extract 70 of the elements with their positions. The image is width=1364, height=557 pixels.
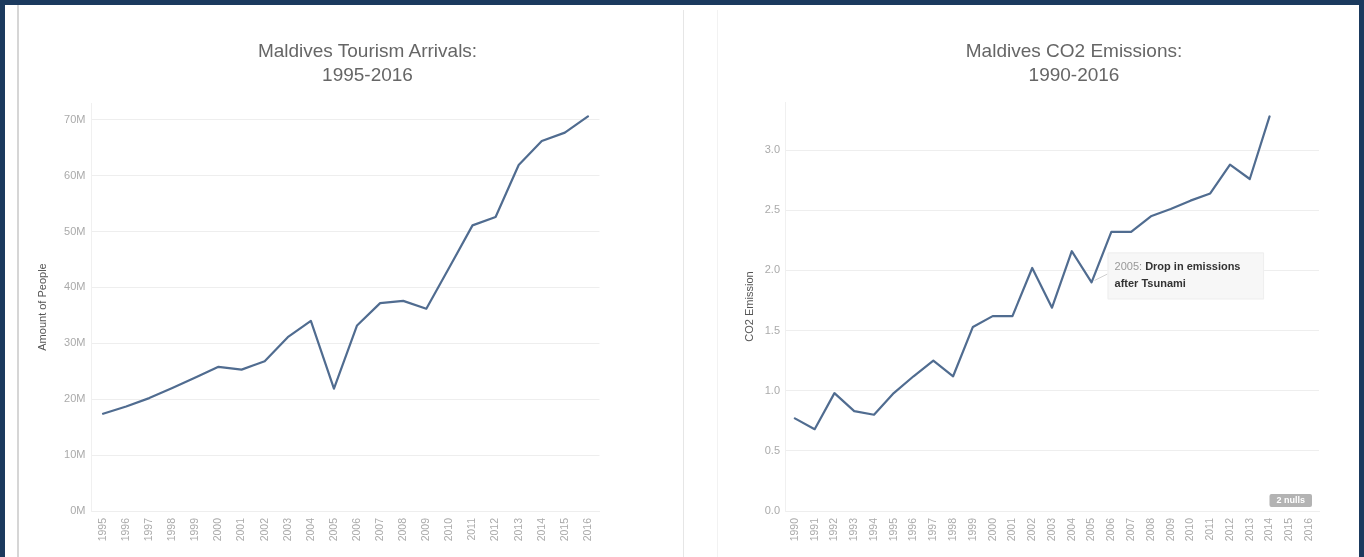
x-tick-label: 1997 xyxy=(926,517,939,542)
y-tick-label: 30M xyxy=(64,336,86,349)
x-tick-label: 2015 xyxy=(557,517,570,542)
x-tick-label: 2010 xyxy=(442,517,455,542)
y-tick-label: 0.5 xyxy=(764,443,780,456)
x-tick-label: 2009 xyxy=(419,517,432,542)
x-tick-label: 2004 xyxy=(303,517,316,542)
x-tick-label: 2013 xyxy=(511,517,524,542)
x-tick-label: 2013 xyxy=(1242,517,1255,542)
annotation: 2005: Drop in emissions after Tsunami xyxy=(1114,260,1241,290)
x-tick-label: 2007 xyxy=(1124,517,1136,542)
x-tick-label: 2004 xyxy=(1064,517,1077,542)
x-tick-label: 1992 xyxy=(827,517,840,542)
y-tick-label: 1.0 xyxy=(764,383,780,396)
x-tick-label: 2014 xyxy=(534,517,547,542)
x-tick-label: 1995 xyxy=(886,517,899,542)
x-tick-label: 2006 xyxy=(1104,517,1117,542)
x-tick-label: 1996 xyxy=(906,517,919,542)
x-tick-label: 1997 xyxy=(142,517,155,542)
x-tick-label: 2001 xyxy=(1005,517,1018,542)
x-tick-label: 1998 xyxy=(946,517,958,542)
y-tick-label: 2.5 xyxy=(764,203,780,216)
x-tick-label: 2002 xyxy=(1025,517,1038,542)
y-axis-title: CO2 Emission xyxy=(743,271,756,342)
chart-title: Maldives Tourism Arrivals: 1995-2016 xyxy=(257,39,478,86)
x-tick-label: 1995 xyxy=(95,517,108,542)
x-tick-label: 2003 xyxy=(1044,517,1057,542)
x-tick-label: 1990 xyxy=(787,517,800,542)
x-tick-label: 1993 xyxy=(847,517,860,542)
x-tick-label: 2001 xyxy=(234,517,247,542)
x-tick-label: 2007 xyxy=(373,517,386,542)
y-tick-label: 3.0 xyxy=(764,143,780,156)
x-tick-label: 1998 xyxy=(165,517,178,542)
x-tick-label: 2015 xyxy=(1282,517,1295,542)
y-tick-label: 40M xyxy=(64,280,86,293)
x-tick-label: 2003 xyxy=(280,517,293,542)
x-tick-label: 2010 xyxy=(1183,517,1196,542)
x-tick-label: 2014 xyxy=(1262,517,1275,542)
x-tick-label: 2000 xyxy=(211,517,224,542)
x-tick-label: 2005 xyxy=(326,517,339,542)
x-tick-label: 2016 xyxy=(1302,517,1314,542)
x-tick-label: 2012 xyxy=(1222,517,1235,542)
y-tick-label: 70M xyxy=(64,112,86,125)
annotation: 2 nulls xyxy=(1276,495,1305,506)
x-tick-label: 2008 xyxy=(1143,517,1156,542)
x-tick-label: 1999 xyxy=(965,517,978,542)
x-tick-label: 2008 xyxy=(396,517,409,542)
y-tick-label: 60M xyxy=(64,168,86,181)
x-tick-label: 2011 xyxy=(1203,517,1216,541)
y-tick-label: 20M xyxy=(64,392,86,405)
x-tick-label: 1999 xyxy=(188,517,201,542)
x-tick-label: 2006 xyxy=(349,517,362,542)
y-tick-label: 0.0 xyxy=(764,504,780,517)
x-tick-label: 2005 xyxy=(1084,517,1097,542)
y-tick-label: 50M xyxy=(64,224,86,237)
x-tick-label: 2016 xyxy=(580,517,593,542)
x-tick-label: 2000 xyxy=(985,517,998,542)
x-tick-label: 2009 xyxy=(1163,517,1176,542)
x-tick-label: 1994 xyxy=(866,517,879,542)
y-tick-label: 1.5 xyxy=(764,323,780,336)
y-tick-label: 0M xyxy=(70,504,86,517)
x-tick-label: 2011 xyxy=(465,517,478,541)
y-tick-label: 2.0 xyxy=(764,263,780,276)
x-tick-label: 2002 xyxy=(257,517,270,542)
x-tick-label: 1991 xyxy=(807,517,820,542)
x-tick-label: 2012 xyxy=(488,517,501,542)
chart-title: Maldives CO2 Emissions: 1990-2016 xyxy=(965,39,1183,86)
y-tick-label: 10M xyxy=(64,448,86,461)
x-tick-label: 1996 xyxy=(119,517,132,542)
y-axis-title: Amount of People xyxy=(36,263,49,351)
